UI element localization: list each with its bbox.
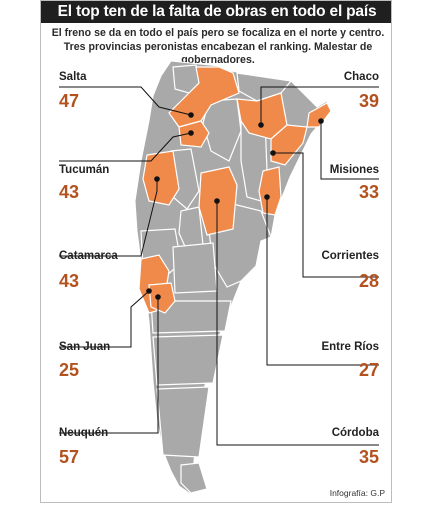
dot-entre-rios xyxy=(264,194,270,200)
province-santa-cruz xyxy=(156,386,210,458)
dot-tucuman xyxy=(188,130,194,136)
value-neuquen: 57 xyxy=(59,447,80,467)
province-rio-negro xyxy=(150,300,232,334)
dot-salta xyxy=(188,112,194,118)
label-neuquen: Neuquén xyxy=(59,427,109,439)
province-tierra-del-fuego xyxy=(180,462,208,494)
value-misiones: 33 xyxy=(358,182,379,202)
leader-line-salta xyxy=(59,86,192,116)
dot-san-juan xyxy=(146,288,152,294)
leader-line-misiones xyxy=(320,121,379,180)
label-san-juan: San Juan xyxy=(59,341,111,353)
leader-lines xyxy=(59,86,379,446)
leader-line-cordoba xyxy=(216,201,379,446)
leader-line-corrientes xyxy=(273,152,379,278)
label-cordoba: Córdoba xyxy=(331,427,379,439)
title-bar: El top ten de la falta de obras en todo … xyxy=(41,1,391,23)
value-chaco: 39 xyxy=(358,91,379,111)
argentina-map xyxy=(59,60,379,494)
subtitle: El freno se da en todo el país pero se f… xyxy=(51,27,385,66)
province-catamarca xyxy=(142,150,180,206)
leader-dots xyxy=(146,112,324,300)
leader-line-entre-rios xyxy=(266,197,379,366)
leader-line-catamarca xyxy=(59,179,158,257)
province-neuquen xyxy=(148,282,176,314)
value-san-juan: 25 xyxy=(59,360,80,380)
infographic-frame: El top ten de la falta de obras en todo … xyxy=(40,0,392,503)
label-catamarca: Catamarca xyxy=(59,250,118,262)
value-tucuman: 43 xyxy=(59,182,80,202)
label-misiones: Misiones xyxy=(329,164,379,176)
label-salta: Salta xyxy=(59,71,87,83)
dot-corrientes xyxy=(270,150,276,156)
province-corrientes xyxy=(270,124,308,166)
leader-line-chaco xyxy=(260,86,379,125)
province-la-pampa xyxy=(172,242,218,294)
value-corrientes: 28 xyxy=(358,271,379,291)
label-chaco: Chaco xyxy=(343,71,379,83)
leader-line-san-juan xyxy=(59,290,150,348)
dot-chaco xyxy=(258,122,264,128)
value-salta: 47 xyxy=(59,91,80,111)
province-chubut xyxy=(152,334,224,386)
label-corrientes: Corrientes xyxy=(321,250,379,262)
province-entre-rios xyxy=(258,166,282,216)
leader-line-tucuman xyxy=(59,132,192,162)
province-misiones xyxy=(306,102,332,128)
credit: Infografía: G.P xyxy=(329,488,385,498)
label-entre-rios: Entre Ríos xyxy=(321,341,379,353)
dot-cordoba xyxy=(214,198,220,204)
leader-line-neuquen xyxy=(59,297,159,434)
value-catamarca: 43 xyxy=(59,271,80,291)
dot-neuquen xyxy=(155,294,161,300)
title: El top ten de la falta de obras en todo … xyxy=(57,3,377,20)
dot-catamarca xyxy=(154,176,160,182)
value-cordoba: 35 xyxy=(358,447,379,467)
province-tucuman xyxy=(178,120,210,148)
dot-misiones xyxy=(318,118,324,124)
label-tucuman: Tucumán xyxy=(59,164,110,176)
value-entre-rios: 27 xyxy=(358,360,379,380)
